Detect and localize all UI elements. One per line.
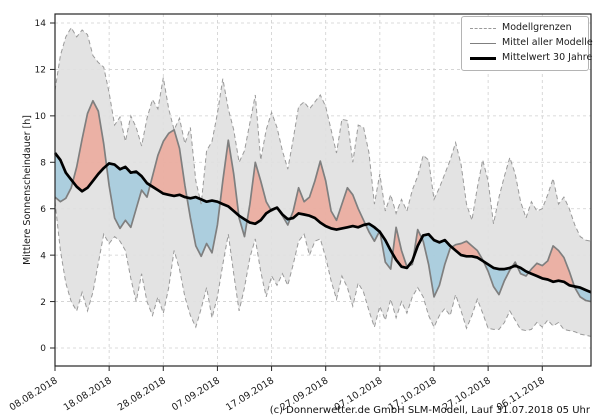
- above-mean-fill: [220, 140, 239, 216]
- below-mean-fill: [574, 286, 591, 302]
- x-tick-label: 18.08.2018: [62, 375, 114, 413]
- chart-lines: [53, 26, 592, 337]
- below-mean-fill: [55, 153, 73, 202]
- x-tick-label: 17.09.2018: [224, 375, 276, 413]
- legend-item-model-bounds: Modellgrenzen: [470, 22, 580, 34]
- model-mean-line: [54, 99, 592, 303]
- y-tick-label: 10: [35, 112, 47, 122]
- model-bound-line: [54, 26, 592, 242]
- below-mean-fill: [380, 232, 393, 270]
- chart-legend: Modellgrenzen Mittel aller Modelle Mitte…: [461, 16, 593, 71]
- y-tick-label: 0: [40, 344, 46, 354]
- dashed-line-icon: [470, 27, 496, 29]
- y-axis-label: Mittlere Sonnenscheindauer [h]: [22, 115, 33, 265]
- above-mean-fill: [150, 129, 187, 198]
- above-mean-fill: [247, 162, 272, 224]
- y-tick-label: 6: [40, 205, 46, 215]
- x-tick-label: 07.09.2018: [170, 375, 222, 413]
- chart-fills: [55, 27, 591, 337]
- below-mean-fill: [421, 234, 452, 297]
- legend-item-30y-mean: Mittelwert 30 Jahre: [470, 52, 592, 64]
- y-tick-label: 14: [35, 19, 47, 29]
- y-tick-label: 12: [35, 66, 46, 76]
- legend-label: Mittelwert 30 Jahre: [502, 52, 593, 64]
- source-caption: (c) Donnerwetter.de GmbH SLM-Modell, Lau…: [270, 405, 591, 416]
- above-mean-fill: [72, 100, 107, 192]
- gray-line-icon: [470, 42, 496, 44]
- legend-item-model-mean: Mittel aller Modelle: [470, 37, 593, 49]
- x-tick-label: 28.08.2018: [116, 375, 168, 413]
- x-tick-label: 08.08.2018: [8, 375, 60, 413]
- legend-label: Modellgrenzen: [502, 22, 572, 34]
- y-tick-label: 2: [40, 298, 46, 308]
- legend-label: Mittel aller Modelle: [502, 37, 593, 49]
- model-bound-line: [54, 201, 592, 337]
- y-tick-label: 4: [40, 251, 46, 261]
- plot-border: [54, 13, 592, 367]
- mean-30y-line: [53, 152, 592, 294]
- black-line-icon: [470, 56, 496, 60]
- y-tick-label: 8: [40, 158, 46, 168]
- below-mean-fill: [106, 163, 151, 229]
